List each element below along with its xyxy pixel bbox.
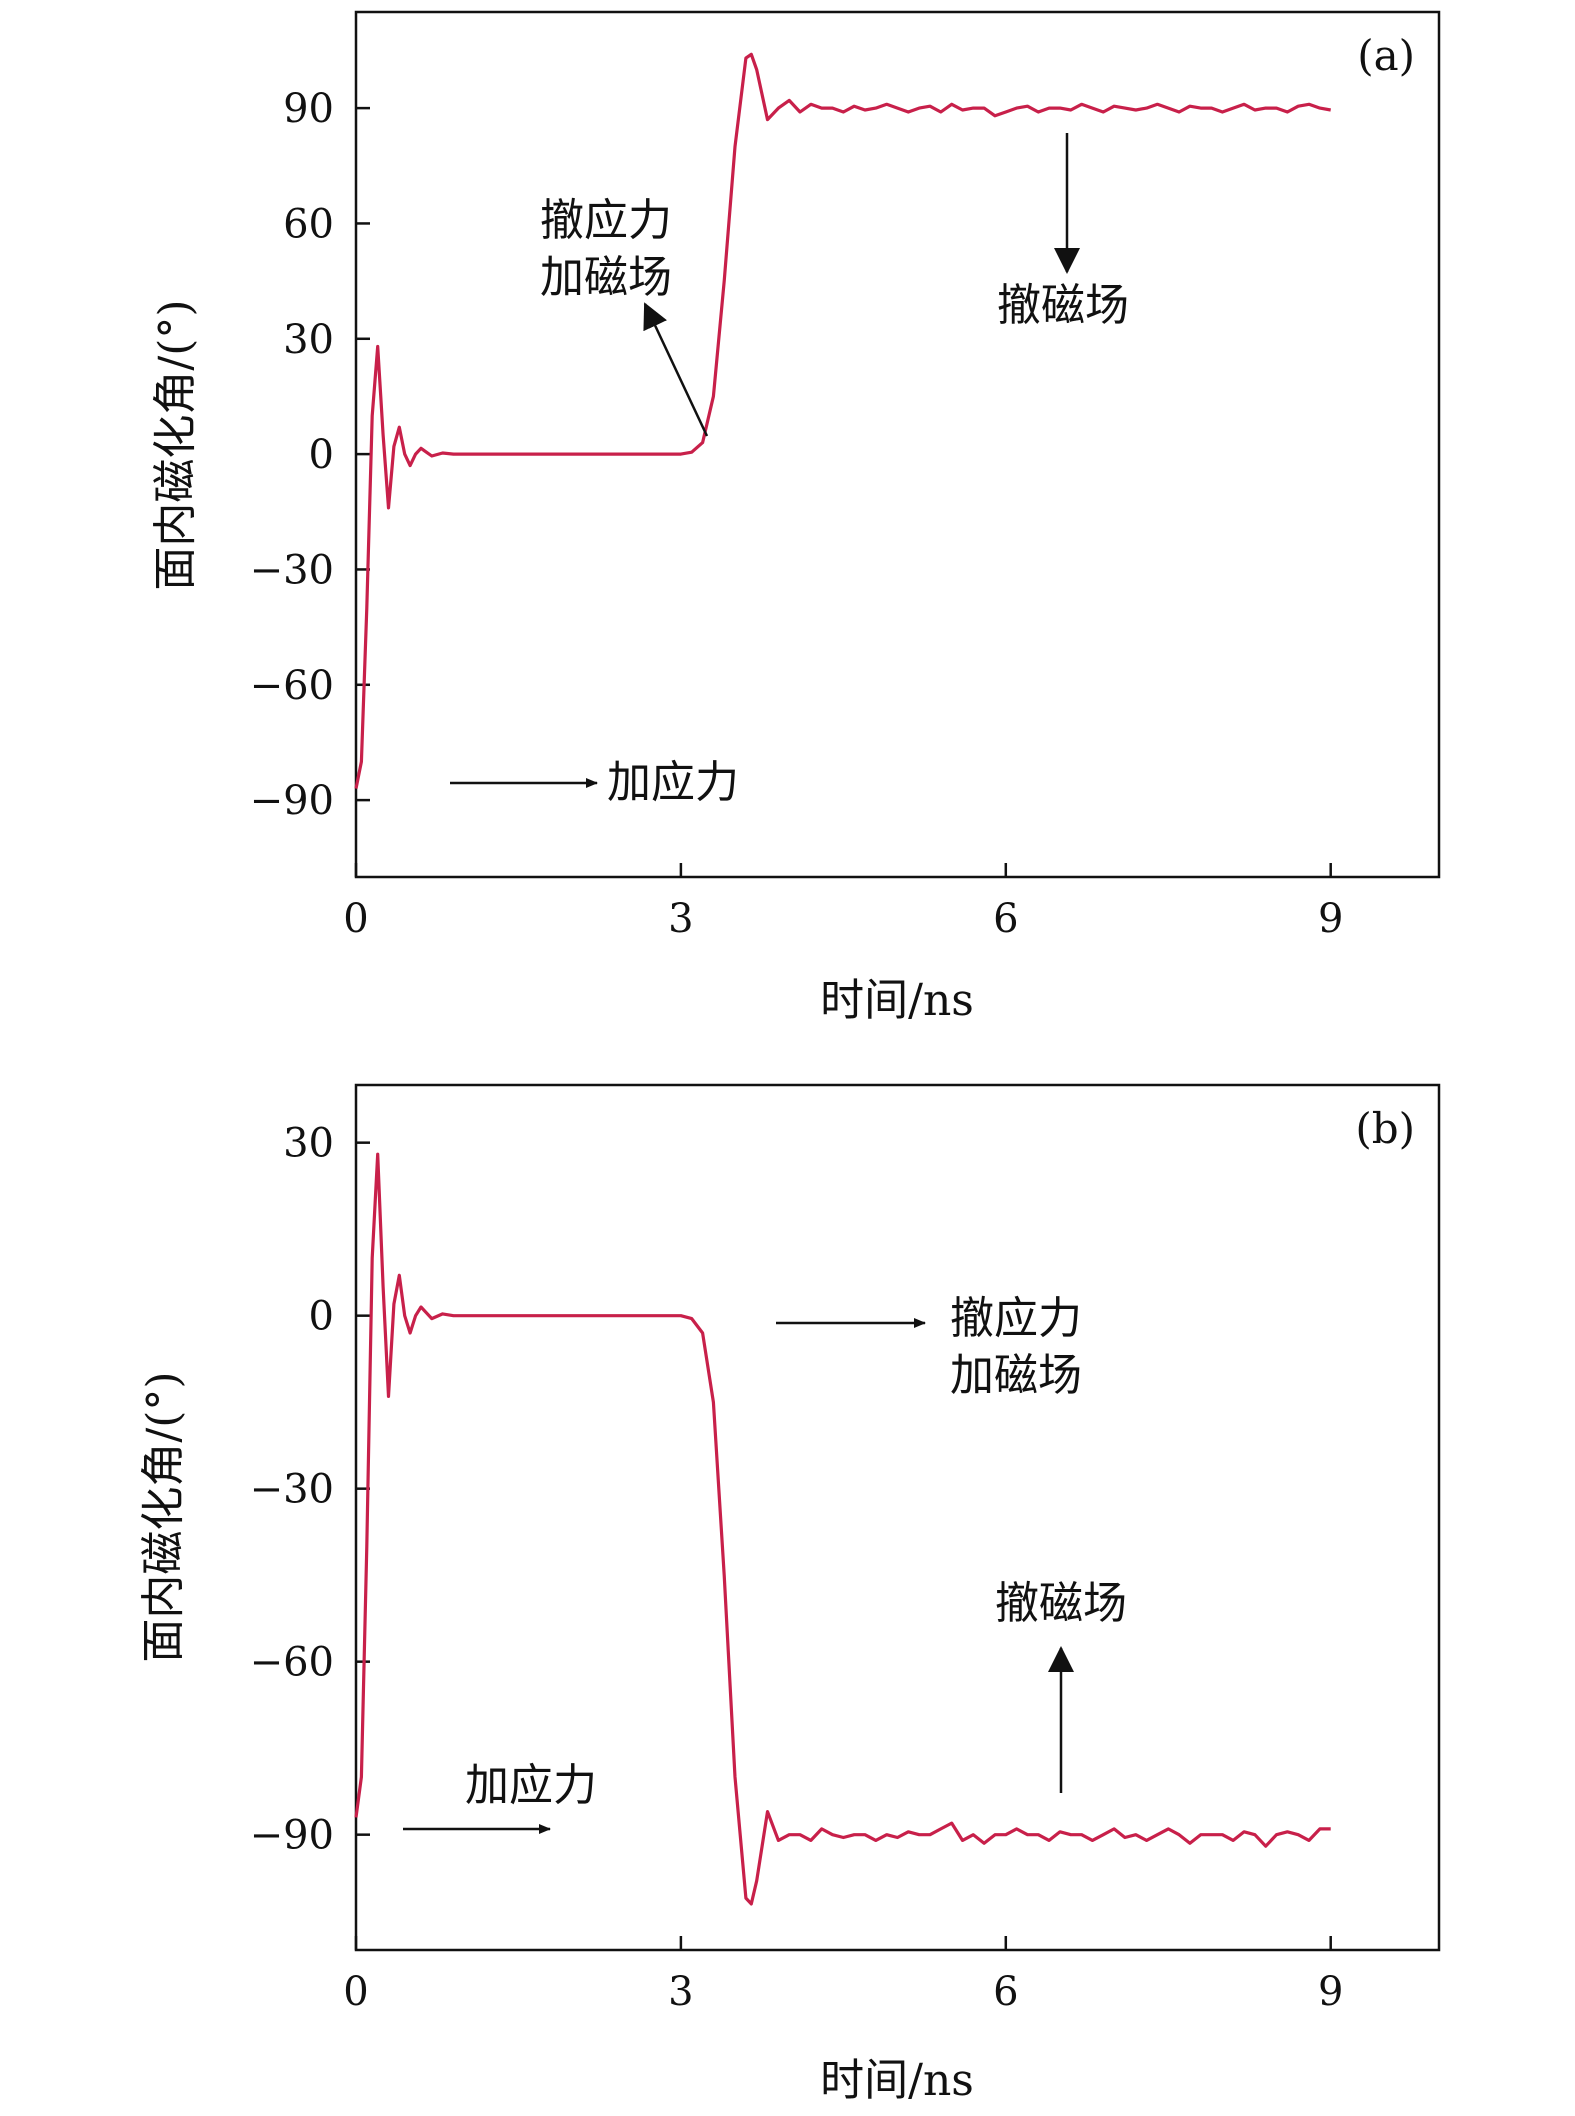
y-axis-label-a: 面内磁化角/(°): [150, 299, 201, 590]
y-tick-label: −90: [250, 778, 334, 824]
remove-stress-label-a: 撤应力: [540, 195, 672, 246]
x-tick-label: 3: [668, 896, 693, 942]
y-tick-label: 30: [283, 1121, 334, 1167]
y-tick-label: −90: [250, 1813, 334, 1859]
remove-stress-arrow-a: [643, 302, 709, 437]
x-tick-label: 0: [343, 896, 368, 942]
x-tick-label: 6: [993, 1969, 1018, 2015]
axis-ticks-b: 0 3 6 9 −90 −60 −30 0 30: [250, 1121, 1344, 2015]
apply-field-label-a: 加磁场: [540, 252, 672, 303]
plot-frame-a: [354, 10, 1441, 879]
magnetization-curve-b: [354, 1152, 1331, 1906]
apply-field-label-b: 加磁场: [950, 1350, 1082, 1401]
y-tick-label: −30: [250, 547, 334, 593]
x-tick-label: 9: [1318, 1969, 1343, 2015]
plot-frame-b: [354, 1083, 1441, 1952]
panel-a: 0 3 6 9 −90 −60 −30 0 30 60 90 (a) 时间/ns 面内磁化角/(°)…: [150, 10, 1441, 1026]
apply-stress-label-b: 加应力: [465, 1760, 597, 1811]
y-tick-label: 0: [309, 1294, 334, 1340]
y-tick-label: −30: [250, 1467, 334, 1513]
magnetization-curve-a: [354, 52, 1331, 789]
x-tick-label: 0: [343, 1969, 368, 2015]
panel-label-b: (b): [1355, 1104, 1415, 1153]
y-tick-label: −60: [250, 663, 334, 709]
y-tick-label: 0: [309, 432, 334, 478]
y-axis-label-b: 面内磁化角/(°): [138, 1371, 189, 1662]
x-axis-label-a: 时间/ns: [820, 975, 974, 1026]
remove-field-label-a: 撤磁场: [997, 280, 1129, 331]
y-tick-label: 30: [283, 317, 334, 363]
remove-stress-label-b: 撤应力: [950, 1293, 1082, 1344]
x-axis-label-b: 时间/ns: [820, 2055, 974, 2106]
remove-field-label-b: 撤磁场: [995, 1578, 1127, 1629]
x-tick-label: 9: [1318, 896, 1343, 942]
y-tick-label: 60: [283, 201, 334, 247]
apply-stress-label-a: 加应力: [607, 757, 739, 808]
panel-b: 0 3 6 9 −90 −60 −30 0 30 (b) 时间/ns 面内磁化角/(°) 加应力…: [138, 1083, 1441, 2106]
axis-ticks-a: 0 3 6 9 −90 −60 −30 0 30 60 90: [250, 86, 1344, 942]
x-tick-label: 6: [993, 896, 1018, 942]
y-tick-label: −60: [250, 1640, 334, 1686]
panel-label-a: (a): [1357, 31, 1415, 80]
x-tick-label: 3: [668, 1969, 693, 2015]
y-tick-label: 90: [283, 86, 334, 132]
